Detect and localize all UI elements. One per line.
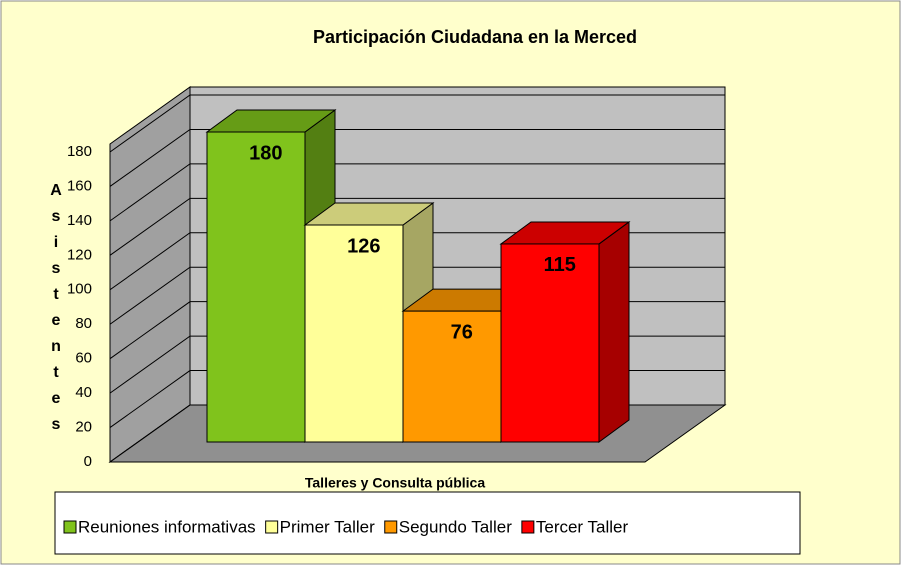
grid-line [109, 197, 725, 256]
x-axis-title: Talleres y Consulta pública [305, 475, 485, 491]
legend-swatch [384, 520, 398, 534]
bar-front [402, 310, 502, 443]
y-tick-label: 20 [75, 419, 92, 436]
bar-top-shade [501, 221, 629, 244]
legend-swatch [63, 520, 77, 534]
legend [54, 491, 801, 555]
legend-label: Reuniones informativas [78, 517, 256, 536]
bar-top-shade [403, 289, 531, 312]
data-label: 76 [451, 321, 473, 343]
y-axis-title: Asistentes [48, 182, 65, 442]
y-tick-label: 160 [67, 177, 92, 194]
grid-line [109, 163, 725, 222]
data-label: 126 [347, 235, 380, 257]
bar [499, 220, 631, 443]
data-label: 115 [544, 254, 576, 276]
chart-title: Participación Ciudadana en la Merced [313, 27, 637, 47]
grid-line [109, 128, 725, 187]
plot-area: 0 20 40 60 80 100 120 140 160 180 180 126 76 115 [67, 86, 727, 470]
y-tick-label: 0 [84, 453, 92, 470]
bar-front [206, 131, 306, 443]
y-tick-label: 140 [67, 212, 92, 229]
bar-front [500, 243, 600, 443]
y-tick-label: 60 [75, 350, 92, 367]
y-tick-label: 80 [75, 315, 92, 332]
legend-label: Tercer Taller [536, 517, 629, 536]
bar-top-shade [305, 203, 433, 225]
legend-swatch [521, 520, 535, 534]
legend-label: Primer Taller [280, 517, 375, 536]
y-tick-label: 180 [67, 143, 92, 160]
data-label: 180 [249, 142, 282, 164]
bar-top-shade [207, 110, 335, 132]
bar-side-shade [599, 221, 629, 442]
legend-swatch [265, 520, 279, 534]
y-tick-label: 40 [75, 384, 92, 401]
y-tick-label: 100 [67, 281, 92, 298]
legend-label: Segundo Taller [399, 517, 512, 536]
grid-line [109, 94, 725, 153]
bar-front [304, 224, 404, 443]
y-tick-label: 120 [67, 246, 92, 263]
